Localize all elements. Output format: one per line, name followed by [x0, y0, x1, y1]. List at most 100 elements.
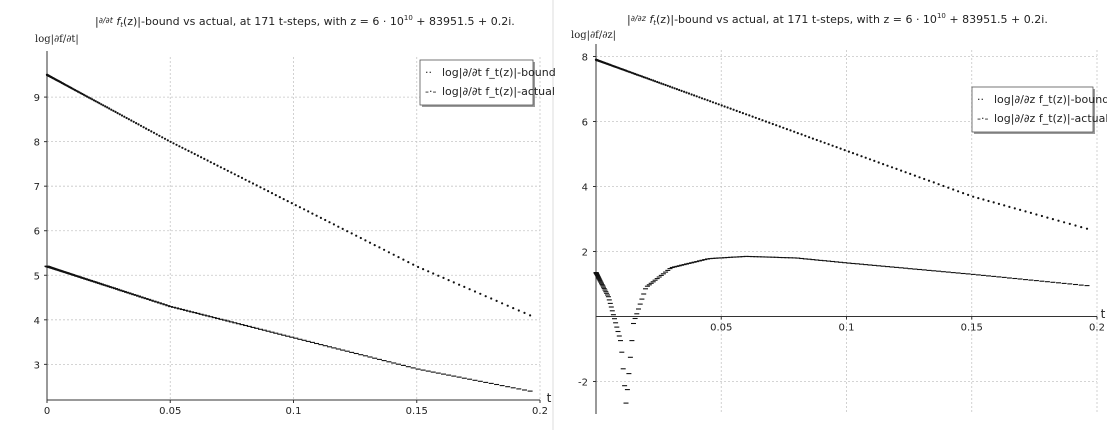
- data-point: [711, 101, 715, 104]
- data-point: [972, 195, 975, 198]
- data-point: [110, 108, 113, 111]
- title-superscript: 10: [404, 14, 413, 22]
- data-point: [86, 95, 89, 98]
- legend-label: log|∂/∂t f_t(z)|-actual: [442, 85, 555, 98]
- data-point: [1003, 204, 1006, 207]
- data-point: [952, 188, 955, 191]
- series-bound: [594, 58, 1089, 230]
- title-subscript: t: [120, 21, 123, 29]
- data-point: [278, 196, 281, 199]
- data-point: [506, 304, 509, 307]
- data-point: [639, 74, 642, 77]
- data-point: [800, 133, 803, 136]
- data-point: [226, 169, 229, 172]
- data-point: [196, 154, 199, 157]
- data-point: [900, 169, 903, 172]
- data-point: [427, 270, 430, 273]
- data-point: [723, 105, 726, 108]
- data-point: [517, 309, 520, 312]
- data-point: [937, 183, 940, 186]
- data-point: [108, 107, 111, 110]
- data-point: [137, 123, 140, 126]
- data-point: [962, 192, 965, 195]
- data-point: [484, 295, 487, 298]
- data-point: [764, 120, 768, 123]
- data-point: [927, 179, 931, 182]
- data-point: [706, 99, 709, 102]
- data-point: [751, 115, 754, 118]
- data-point: [709, 100, 712, 103]
- data-point: [729, 107, 732, 110]
- data-point: [664, 83, 667, 87]
- data-point: [1046, 216, 1049, 219]
- data-point: [341, 227, 344, 230]
- data-point: [213, 162, 216, 165]
- data-point: [771, 122, 774, 126]
- data-point: [190, 151, 193, 154]
- data-point: [714, 102, 718, 105]
- data-point: [726, 106, 729, 109]
- x-tick-label: 0: [44, 406, 50, 417]
- title-part: (z)|-bound vs actual, at 171 t-steps, wi…: [123, 15, 404, 28]
- data-point: [868, 158, 872, 161]
- data-point: [815, 138, 818, 142]
- data-point: [654, 80, 657, 83]
- data-point: [294, 204, 297, 207]
- data-point: [775, 124, 778, 127]
- data-point: [660, 82, 663, 85]
- data-point: [263, 188, 266, 191]
- data-point: [337, 225, 340, 228]
- data-point: [918, 176, 921, 179]
- data-point: [695, 95, 698, 98]
- legend: ·· log|∂/∂t f_t(z)|-bound -·- log|∂/∂t f_t(…: [419, 59, 556, 107]
- data-point: [648, 78, 651, 81]
- series-actual: [593, 255, 1090, 404]
- data-point: [104, 105, 107, 108]
- data-point: [468, 288, 471, 291]
- data-point: [452, 281, 455, 284]
- data-point: [782, 126, 785, 129]
- data-point: [671, 86, 674, 89]
- data-point: [255, 184, 258, 187]
- legend-box: [971, 86, 1094, 133]
- y-tick-label: 9: [34, 93, 40, 104]
- data-point: [675, 88, 679, 91]
- data-point: [745, 113, 748, 116]
- data-point: [402, 258, 405, 261]
- data-point: [172, 142, 175, 145]
- data-point: [132, 120, 135, 123]
- data-point: [909, 172, 912, 175]
- data-point: [646, 77, 649, 80]
- x-tick-label: 0.05: [710, 323, 732, 334]
- data-point: [319, 216, 322, 219]
- data-point: [145, 127, 148, 130]
- data-point: [473, 290, 477, 293]
- data-point: [666, 84, 669, 87]
- data-point: [793, 130, 796, 133]
- data-point: [835, 146, 838, 149]
- data-point: [997, 202, 1001, 205]
- legend: ·· log|∂/∂z f_t(z)|-bound -·- log|∂/∂z f_t(…: [971, 86, 1107, 134]
- data-point: [397, 256, 400, 259]
- data-point: [982, 198, 985, 201]
- data-point: [758, 117, 761, 121]
- data-point: [219, 166, 222, 169]
- y-tick-label: 7: [34, 182, 40, 193]
- data-point: [311, 212, 314, 215]
- title-part: f: [113, 15, 122, 28]
- data-point: [248, 180, 251, 183]
- data-point: [387, 251, 390, 254]
- data-point: [735, 109, 738, 112]
- data-point: [152, 131, 156, 134]
- data-point: [355, 234, 358, 237]
- data-point: [913, 174, 917, 177]
- legend-marker: -·-: [977, 112, 988, 125]
- data-point: [882, 163, 885, 166]
- data-point: [359, 236, 362, 240]
- data-point: [967, 193, 970, 196]
- data-point: [761, 119, 764, 122]
- data-point: [843, 149, 846, 152]
- data-point: [904, 171, 907, 174]
- data-point: [495, 299, 498, 302]
